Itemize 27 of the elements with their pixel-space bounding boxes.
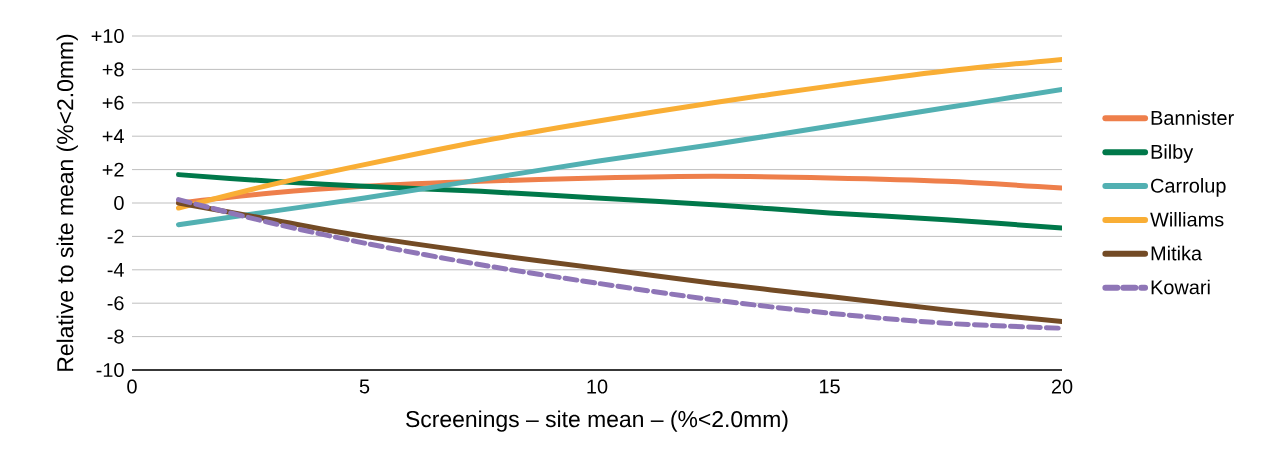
line-series — [176, 86, 1063, 228]
line-series — [176, 172, 1063, 231]
y-tick-label: -8 — [107, 329, 124, 344]
legend-label: Bilby — [1151, 144, 1194, 163]
y-tick-label: +8 — [102, 62, 124, 77]
y-tick-label: -4 — [107, 262, 124, 277]
x-axis-title: Screenings – site mean – (%<2.0mm) — [406, 410, 788, 432]
y-tick-label: +10 — [91, 28, 124, 44]
y-tick-label: -2 — [107, 229, 124, 244]
x-tick-label: 20 — [1051, 379, 1073, 394]
y-tick-label: +6 — [102, 95, 124, 110]
x-tick-label: 5 — [359, 379, 370, 394]
legend-label: Williams — [1150, 211, 1224, 227]
legend-label: Carrolup — [1151, 178, 1226, 197]
y-tick-label: -10 — [96, 362, 124, 378]
x-tick-label: 10 — [587, 379, 608, 394]
y-tick-label: +2 — [102, 162, 124, 177]
legend-label: Kowari — [1151, 279, 1210, 295]
line-series — [176, 56, 1063, 211]
y-axis-title: Relative to site mean (%<2.0mm) — [56, 34, 78, 371]
x-tick-label: 0 — [127, 379, 137, 394]
y-tick-label: 0 — [114, 195, 124, 211]
legend-label: Bannister — [1151, 110, 1234, 125]
y-tick-label: +4 — [102, 129, 124, 144]
legend-label: Mitika — [1151, 245, 1203, 261]
y-tick-label: -6 — [107, 296, 124, 311]
x-tick-label: 15 — [819, 379, 840, 394]
